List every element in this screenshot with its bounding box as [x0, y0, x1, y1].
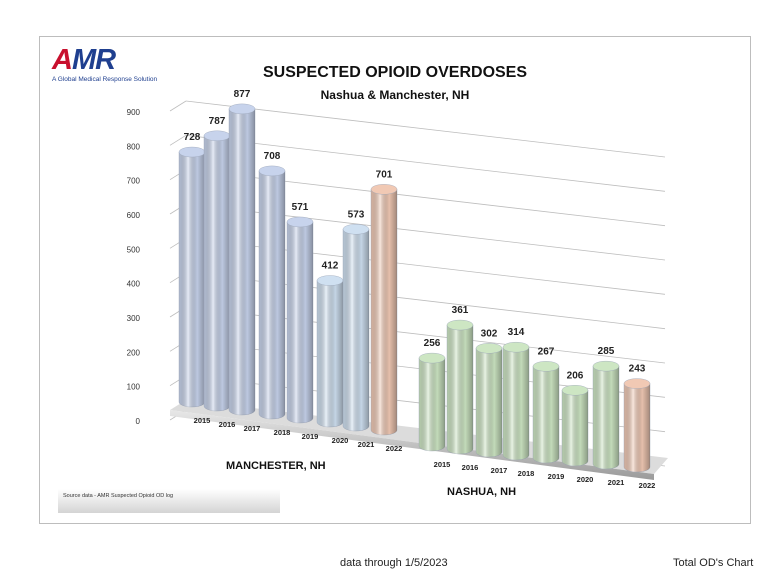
data-label: 701 — [376, 169, 393, 180]
footer-chart-name: Total OD's Chart — [673, 557, 754, 569]
y-tick-label: 200 — [127, 348, 141, 357]
chart-subtitle: Nashua & Manchester, NH — [320, 88, 470, 102]
x-tick-label: 2015 — [434, 460, 451, 469]
data-label: 243 — [629, 364, 646, 375]
data-label: 412 — [322, 261, 339, 272]
bar-shade — [593, 366, 619, 469]
bar-top — [228, 103, 256, 115]
bar-top — [258, 165, 286, 177]
x-tick-label: 2015 — [194, 416, 211, 425]
x-tick-label: 2022 — [386, 444, 403, 453]
x-tick-label: 2019 — [548, 472, 565, 481]
bar-top — [446, 319, 474, 331]
logo-wordmark: AMR — [52, 44, 116, 76]
x-tick-label: 2022 — [639, 481, 656, 490]
data-label: 256 — [424, 338, 441, 349]
bar-top — [532, 361, 560, 372]
bar-top — [178, 146, 206, 158]
data-label: 877 — [234, 89, 251, 100]
group-label-manchester: MANCHESTER, NH — [226, 460, 326, 472]
source-note: Source data - AMR Suspected Opioid OD lo… — [63, 493, 174, 499]
data-label: 571 — [292, 202, 309, 213]
gridline — [185, 169, 666, 227]
gridline-side — [169, 134, 187, 146]
bar-shade — [562, 390, 588, 466]
gridline — [185, 237, 666, 295]
y-tick-label: 100 — [127, 383, 141, 392]
data-label: 573 — [348, 209, 365, 220]
bar-shade — [229, 108, 255, 415]
gridline-side — [169, 100, 187, 112]
data-label: 708 — [264, 151, 281, 162]
bar-shade — [419, 358, 445, 451]
bar-shade — [533, 366, 559, 463]
bar-top — [475, 343, 503, 354]
bar-top — [592, 360, 620, 372]
gridline — [185, 100, 666, 158]
bar-top — [342, 224, 370, 235]
x-tick-label: 2017 — [244, 424, 261, 433]
bar-shade — [204, 135, 230, 411]
x-tick-label: 2021 — [608, 478, 625, 487]
x-tick-label: 2020 — [332, 436, 349, 445]
y-tick-label: 600 — [127, 211, 141, 220]
amr-logo: AMR A Global Medical Response Solution — [52, 45, 162, 87]
x-tick-label: 2021 — [358, 440, 375, 449]
footer-date-note: data through 1/5/2023 — [340, 557, 448, 569]
chart-title: SUSPECTED OPIOID OVERDOSES — [262, 64, 528, 81]
x-tick-label: 2017 — [491, 466, 508, 475]
x-tick-label: 2018 — [274, 428, 291, 437]
data-label: 728 — [184, 132, 201, 143]
y-tick-label: 0 — [136, 417, 141, 426]
data-label: 361 — [452, 305, 469, 316]
y-tick-label: 700 — [127, 177, 141, 186]
data-label: 267 — [538, 346, 555, 357]
bar-top — [316, 275, 344, 286]
y-tick-label: 900 — [127, 108, 141, 117]
group-label-nashua: NASHUA, NH — [447, 486, 516, 498]
x-tick-label: 2019 — [302, 432, 319, 441]
bar-shade — [343, 229, 369, 431]
bar-top — [370, 184, 398, 195]
bar-shade — [476, 348, 502, 457]
x-tick-label: 2016 — [462, 463, 479, 472]
bar-shade — [287, 221, 313, 423]
bar-shade — [447, 325, 473, 454]
y-tick-label: 300 — [127, 314, 141, 323]
y-tick-label: 500 — [127, 245, 141, 254]
logo-tagline: A Global Medical Response Solution — [52, 76, 158, 83]
gridline — [185, 203, 666, 261]
bar-shade — [503, 347, 529, 460]
gridline — [185, 272, 666, 330]
data-label: 302 — [481, 328, 498, 339]
y-tick-label: 800 — [127, 142, 141, 151]
gridline — [185, 134, 666, 192]
bar-shade — [179, 152, 205, 407]
bar-top — [418, 352, 446, 364]
data-label: 206 — [567, 370, 584, 381]
bar-shade — [624, 383, 650, 472]
bar-top — [203, 130, 231, 141]
bar-shade — [259, 170, 285, 419]
y-tick-label: 400 — [127, 280, 141, 289]
x-tick-label: 2016 — [219, 420, 236, 429]
chart-floor-edge — [170, 410, 654, 480]
x-tick-label: 2020 — [577, 475, 594, 484]
data-label: 285 — [598, 346, 615, 357]
source-note-box: Source data - AMR Suspected Opioid OD lo… — [58, 489, 280, 513]
bar-shade — [371, 189, 397, 435]
bar-top — [286, 216, 314, 228]
bar-top — [502, 341, 530, 353]
data-label: 314 — [508, 327, 525, 338]
bar-top — [623, 378, 651, 389]
bar-shade — [317, 280, 343, 427]
data-label: 787 — [209, 116, 226, 127]
x-tick-label: 2018 — [518, 469, 535, 478]
bar-top — [561, 385, 589, 396]
